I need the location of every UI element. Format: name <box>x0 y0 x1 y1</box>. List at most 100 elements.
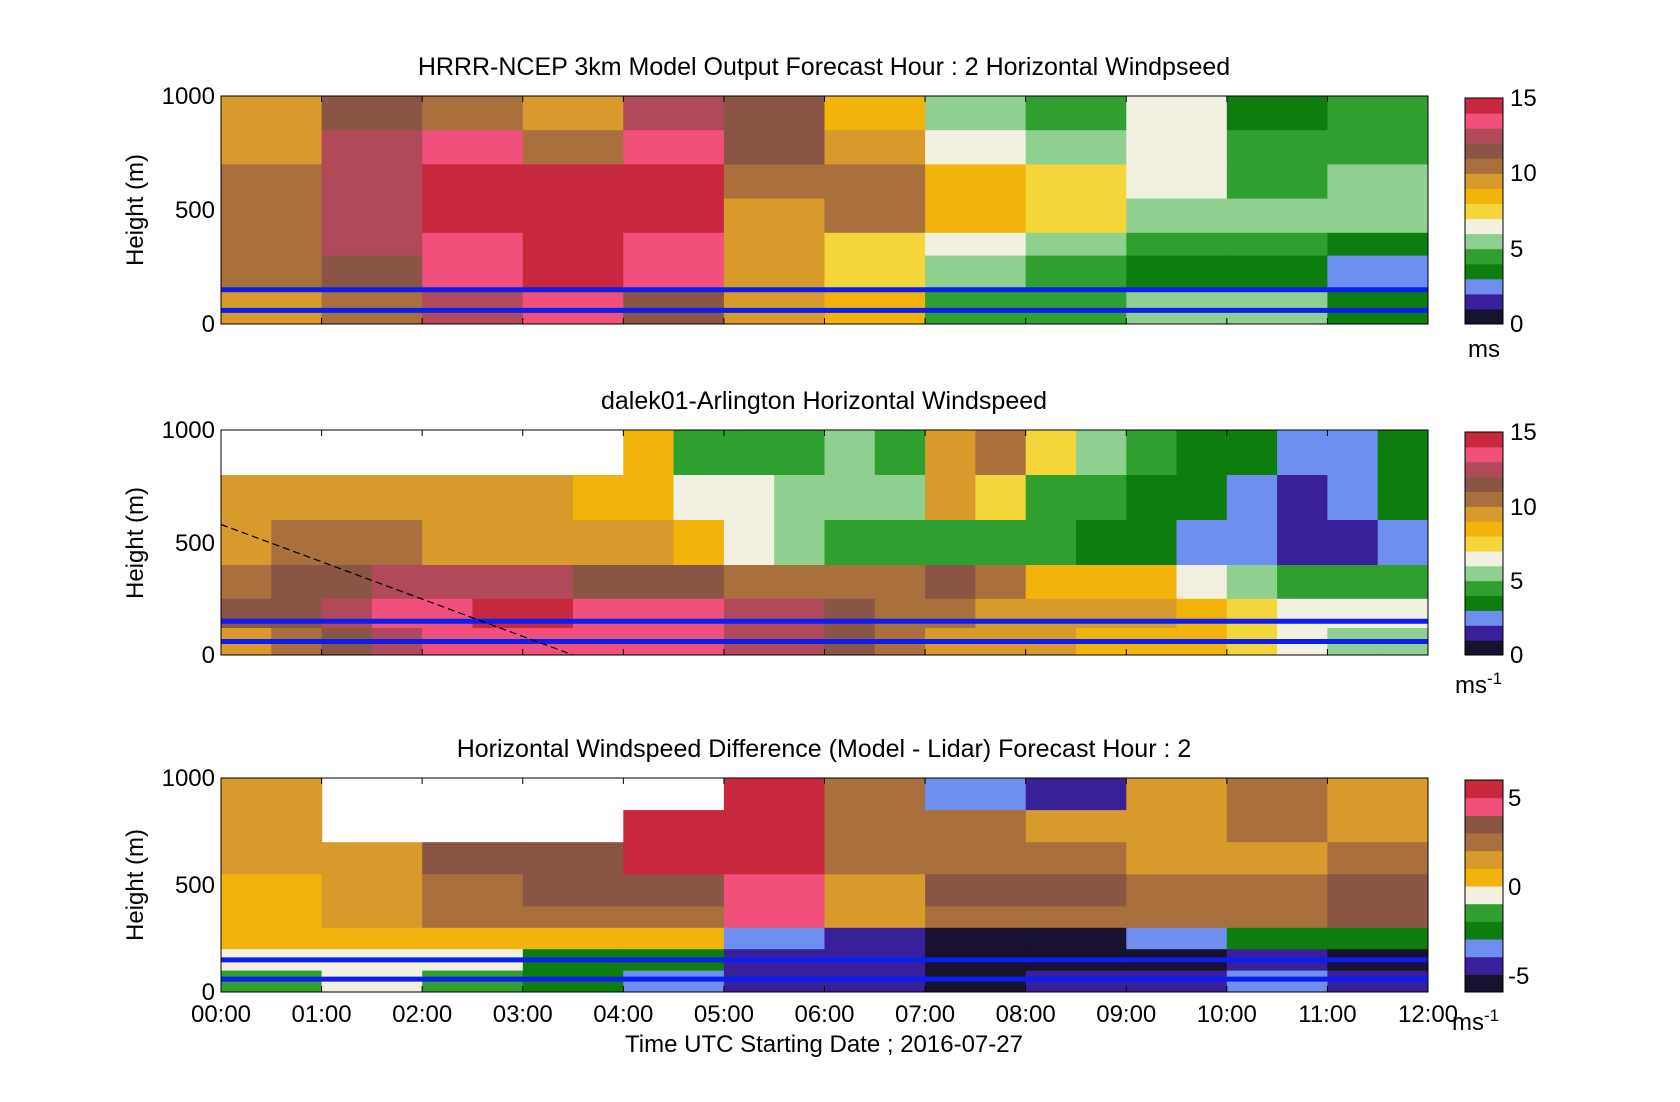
heatmap-cell <box>824 198 926 234</box>
heatmap-cell <box>975 430 1027 476</box>
heatmap-cell <box>925 255 1027 291</box>
heatmap-cell <box>824 130 926 165</box>
heatmap-cell <box>1025 927 1127 950</box>
heatmap-cell <box>321 475 373 521</box>
heatmap-cell <box>1126 164 1228 200</box>
heatmap-cell <box>723 232 826 257</box>
heatmap-cell <box>925 874 1027 907</box>
heatmap-cell <box>925 778 1027 811</box>
heatmap-cell <box>623 164 725 200</box>
colorbar-segment <box>1465 98 1503 114</box>
heatmap-cell <box>1327 520 1379 566</box>
heatmap-cell <box>1377 565 1428 600</box>
heatmap-cell <box>774 565 826 600</box>
heatmap-cell <box>1226 598 1278 629</box>
heatmap-cell <box>472 520 524 566</box>
heatmap-cell <box>723 927 826 950</box>
heatmap-cell <box>1176 475 1228 521</box>
heatmap-cell <box>321 255 423 291</box>
heatmap-cell <box>975 520 1027 566</box>
heatmap-cell <box>824 565 876 600</box>
heatmap-cell <box>723 520 775 566</box>
heatmap-cell <box>824 164 926 200</box>
heatmap-cell <box>723 906 826 929</box>
colorbar-segment <box>1465 815 1503 834</box>
colorbar-unit: ms <box>1468 336 1500 363</box>
heatmap-cell <box>1025 874 1127 907</box>
x-ticks <box>220 96 1429 324</box>
colorbar-segment <box>1465 797 1503 816</box>
heatmap-cell <box>1126 96 1228 131</box>
heatmap-cell <box>623 130 725 165</box>
heatmap-cell <box>774 430 826 476</box>
heatmap-cell <box>221 232 323 257</box>
x-tick-label: 10:00 <box>1197 1001 1257 1028</box>
heatmap-cell <box>1176 430 1228 476</box>
y-tick-label: 500 <box>175 530 215 557</box>
heatmap-cell <box>1377 430 1428 476</box>
y-axis-label: Height (m) <box>122 487 149 599</box>
heatmap-cell <box>1226 96 1328 131</box>
colorbar-segment <box>1465 173 1503 189</box>
heatmap-cell <box>925 430 976 476</box>
heatmap-cell <box>422 255 524 291</box>
heatmap-cell <box>925 198 1027 234</box>
heatmap-cell <box>522 565 574 600</box>
heatmap-cell <box>1025 289 1127 324</box>
heatmap-cell <box>522 289 624 324</box>
heatmap-cell <box>623 475 675 521</box>
heatmap-cell <box>1126 130 1228 165</box>
heatmap-cell <box>723 842 826 875</box>
heatmap-cell <box>371 520 423 566</box>
heatmap-cell <box>321 874 423 907</box>
heatmap-cell <box>522 927 624 950</box>
x-ticks <box>220 430 1429 655</box>
heatmap-cell <box>925 598 976 629</box>
heatmap-cell <box>1025 130 1127 165</box>
colorbar-unit: ms-1 <box>1452 1006 1499 1037</box>
heatmap-cell <box>1126 520 1178 566</box>
heatmap-cell <box>623 842 725 875</box>
heatmap-cell <box>371 598 423 629</box>
colorbar: 0 5 10 15 ms <box>1464 85 1537 363</box>
heatmap-cell <box>522 475 574 521</box>
heatmap-cell <box>1226 874 1328 907</box>
heatmap-cell <box>623 430 675 476</box>
colorbar-segment <box>1465 218 1503 235</box>
heatmap-cell <box>623 289 725 324</box>
heatmap-cell <box>1327 778 1428 811</box>
colorbar-segment <box>1465 476 1503 492</box>
colorbar-segment <box>1465 974 1503 993</box>
heatmap-cell <box>1327 906 1428 929</box>
y-tick-label: 1000 <box>162 417 215 444</box>
heatmap-cell <box>1126 430 1178 476</box>
heatmap-cell <box>522 598 574 629</box>
heatmap-cell <box>221 475 272 521</box>
heatmap-cell <box>221 565 272 600</box>
heatmap-cells <box>221 96 1428 324</box>
heatmap-cell <box>1025 565 1077 600</box>
heatmap-cell <box>221 778 323 811</box>
colorbar-segment <box>1465 610 1503 626</box>
heatmap-cell <box>824 96 926 131</box>
heatmap-cell <box>321 842 423 875</box>
heatmap-cell <box>874 430 926 476</box>
heatmap-cell <box>472 565 524 600</box>
heatmap-cell <box>1377 520 1428 566</box>
heatmap-cell <box>221 130 323 165</box>
colorbar-segment <box>1465 565 1503 582</box>
heatmap-cell <box>221 842 323 875</box>
heatmap-cell <box>1327 430 1379 476</box>
heatmap-cell <box>925 842 1027 875</box>
colorbar-segment <box>1465 158 1503 174</box>
colorbar-tick-label: 15 <box>1510 419 1537 446</box>
heatmap-cell <box>1327 598 1379 629</box>
heatmap-cell <box>1327 874 1428 907</box>
colorbar-segment <box>1465 491 1503 507</box>
heatmap-cell <box>1126 232 1228 257</box>
x-tick-label: 05:00 <box>694 1001 754 1028</box>
heatmap-cell <box>422 598 474 629</box>
colorbar-segment <box>1465 203 1503 220</box>
heatmap-cell <box>221 874 323 907</box>
